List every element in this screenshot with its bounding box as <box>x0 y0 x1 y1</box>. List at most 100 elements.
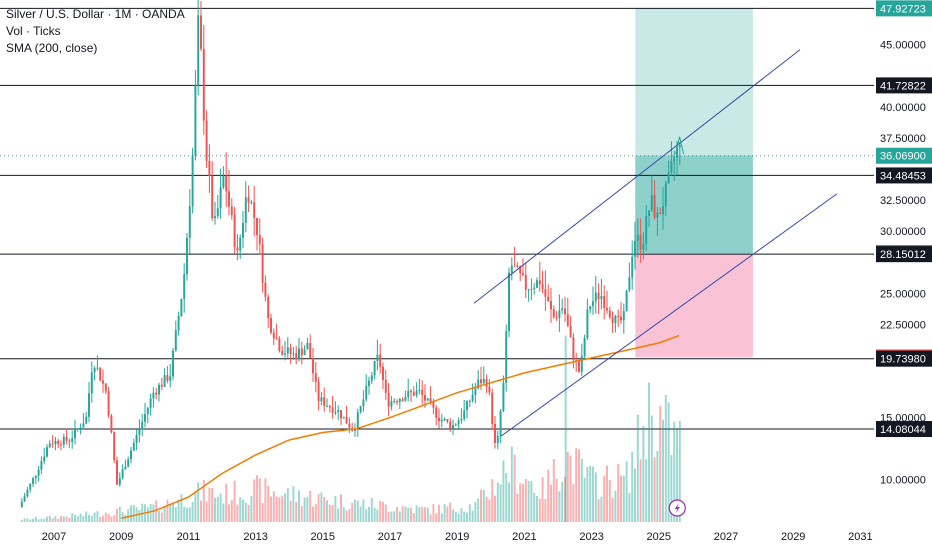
volume-bar[interactable] <box>625 461 628 522</box>
candle-body[interactable] <box>191 155 194 207</box>
candle-body[interactable] <box>326 406 328 408</box>
candle-body[interactable] <box>642 244 645 250</box>
sma-indicator-label[interactable]: SMA (200, close) <box>6 41 98 55</box>
volume-bar[interactable] <box>88 514 90 522</box>
volume-bar[interactable] <box>594 472 597 522</box>
candle-body[interactable] <box>614 315 617 324</box>
volume-bar[interactable] <box>256 475 258 522</box>
volume-bar[interactable] <box>603 475 606 522</box>
volume-bar[interactable] <box>614 490 617 522</box>
candle-body[interactable] <box>454 424 457 426</box>
candle-body[interactable] <box>373 360 376 376</box>
candle-body[interactable] <box>57 440 60 445</box>
volume-bar[interactable] <box>452 509 454 522</box>
candle-body[interactable] <box>186 237 188 275</box>
volume-indicator-label[interactable]: Vol · Ticks <box>6 24 61 38</box>
candle-body[interactable] <box>331 407 334 413</box>
candle-body[interactable] <box>516 265 519 267</box>
volume-bar[interactable] <box>303 497 306 522</box>
candle-body[interactable] <box>286 347 289 354</box>
candle-body[interactable] <box>552 309 555 318</box>
candle-body[interactable] <box>188 206 191 238</box>
candle-body[interactable] <box>656 212 659 218</box>
volume-bar[interactable] <box>183 506 186 522</box>
candle-body[interactable] <box>508 272 510 332</box>
candle-body[interactable] <box>34 475 37 479</box>
candle-body[interactable] <box>463 410 466 419</box>
candle-body[interactable] <box>278 338 281 351</box>
candle-body[interactable] <box>544 289 547 297</box>
candle-body[interactable] <box>550 301 552 310</box>
candle-body[interactable] <box>398 399 401 403</box>
candle-body[interactable] <box>505 331 508 383</box>
volume-bar[interactable] <box>580 458 583 522</box>
candle-body[interactable] <box>284 353 286 355</box>
volume-bar[interactable] <box>368 506 370 522</box>
candle-body[interactable] <box>583 338 586 356</box>
volume-bar[interactable] <box>673 421 676 522</box>
volume-bar[interactable] <box>426 507 429 522</box>
candle-body[interactable] <box>390 401 393 407</box>
volume-bar[interactable] <box>85 511 88 522</box>
candle-body[interactable] <box>314 373 317 383</box>
candle-body[interactable] <box>384 379 387 393</box>
volume-bar[interactable] <box>312 506 314 522</box>
candle-body[interactable] <box>443 419 446 421</box>
volume-bar[interactable] <box>488 499 491 522</box>
candle-body[interactable] <box>533 287 536 289</box>
candle-body[interactable] <box>362 399 365 406</box>
volume-bar[interactable] <box>471 510 474 522</box>
candle-body[interactable] <box>107 391 110 416</box>
volume-bar[interactable] <box>611 498 614 522</box>
volume-bar[interactable] <box>586 466 589 522</box>
volume-bar[interactable] <box>208 487 211 522</box>
candle-body[interactable] <box>295 353 298 360</box>
volume-bar[interactable] <box>32 518 34 522</box>
candle-body[interactable] <box>40 461 43 470</box>
candle-body[interactable] <box>71 438 74 442</box>
volume-bar[interactable] <box>155 500 158 522</box>
volume-bar[interactable] <box>93 512 96 522</box>
price-tag[interactable] <box>876 246 932 263</box>
candle-body[interactable] <box>323 397 326 407</box>
candle-body[interactable] <box>169 376 172 381</box>
candle-body[interactable] <box>96 367 99 369</box>
candle-body[interactable] <box>37 469 40 476</box>
volume-bar[interactable] <box>317 494 320 522</box>
volume-bar[interactable] <box>564 335 567 522</box>
volume-bar[interactable] <box>116 508 118 522</box>
candle-body[interactable] <box>435 407 438 418</box>
candle-body[interactable] <box>670 161 673 173</box>
candle-body[interactable] <box>298 348 300 360</box>
volume-bar[interactable] <box>502 460 505 522</box>
candle-body[interactable] <box>275 338 278 340</box>
candle-body[interactable] <box>452 425 454 429</box>
candle-body[interactable] <box>600 296 603 300</box>
candle-body[interactable] <box>256 217 258 235</box>
candle-body[interactable] <box>480 379 482 384</box>
candle-body[interactable] <box>502 382 505 412</box>
volume-bar[interactable] <box>362 499 365 522</box>
volume-bar[interactable] <box>536 495 538 522</box>
candle-body[interactable] <box>510 265 513 273</box>
volume-bar[interactable] <box>180 494 183 522</box>
volume-bar[interactable] <box>314 503 317 522</box>
candle-body[interactable] <box>79 427 82 429</box>
candle-body[interactable] <box>678 145 681 148</box>
candle-body[interactable] <box>477 379 480 389</box>
candle-body[interactable] <box>183 274 186 300</box>
candle-body[interactable] <box>303 349 306 356</box>
volume-bar[interactable] <box>435 513 438 522</box>
volume-bar[interactable] <box>300 506 303 522</box>
candle-body[interactable] <box>496 435 499 443</box>
volume-bar[interactable] <box>410 507 412 522</box>
volume-bar[interactable] <box>337 508 340 522</box>
symbol-title[interactable]: Silver / U.S. Dollar · 1M · OANDA <box>6 7 185 21</box>
volume-bar[interactable] <box>365 509 368 522</box>
candle-body[interactable] <box>432 402 435 408</box>
volume-bar[interactable] <box>510 446 513 522</box>
volume-bar[interactable] <box>261 502 264 522</box>
volume-bar[interactable] <box>454 511 457 522</box>
volume-bar[interactable] <box>118 506 121 522</box>
volume-bar[interactable] <box>572 484 575 522</box>
